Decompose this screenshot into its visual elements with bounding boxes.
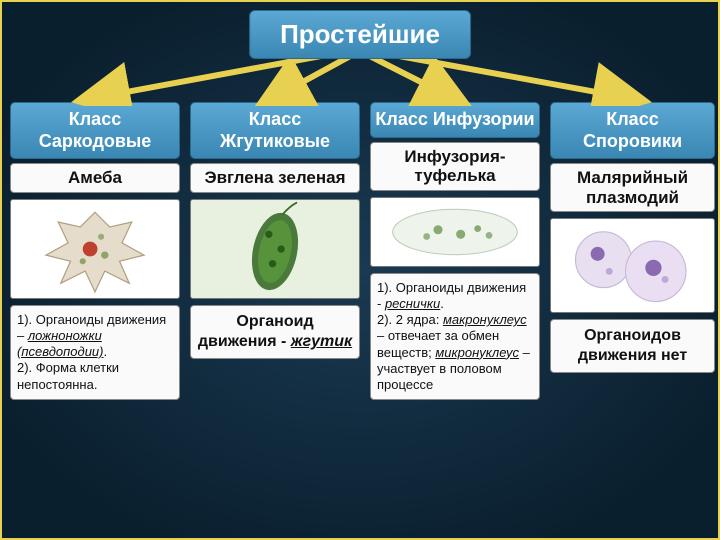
species-label: Инфузория-туфелька (370, 142, 540, 191)
species-label: Малярийный плазмодий (550, 163, 715, 212)
class-label: Класс Инфузории (370, 102, 540, 138)
species-label: Амеба (10, 163, 180, 193)
notes: Органоид движения - жгутик (190, 305, 360, 359)
column-sarkodovye: Класс Саркодовые Амеба 1). Органоиды дви… (10, 102, 180, 400)
image-paramecium (370, 197, 540, 267)
column-zhgutikovye: Класс Жгутиковые Эвглена зеленая Органои… (190, 102, 360, 359)
image-euglena (190, 199, 360, 299)
image-amoeba (10, 199, 180, 299)
notes: 1). Органоиды движения – ложноножки (псе… (10, 305, 180, 400)
paramecium-icon (371, 198, 539, 266)
class-label: Класс Саркодовые (10, 102, 180, 159)
notes: 1). Органоиды движения - реснички.2). 2 … (370, 273, 540, 401)
column-sporoviki: Класс Споровики Малярийный плазмодий Орг… (550, 102, 715, 373)
image-plasmodium (550, 218, 715, 313)
main-title: Простейшие (249, 10, 471, 59)
class-label: Класс Споровики (550, 102, 715, 159)
arrows-svg (2, 56, 718, 106)
euglena-icon (191, 200, 359, 298)
species-label: Эвглена зеленая (190, 163, 360, 193)
plasmodium-icon (551, 219, 714, 312)
column-infuzorii: Класс Инфузории Инфузория-туфелька 1). О… (370, 102, 540, 400)
amoeba-icon (11, 200, 179, 298)
class-label: Класс Жгутиковые (190, 102, 360, 159)
notes: Органоидов движения нет (550, 319, 715, 373)
